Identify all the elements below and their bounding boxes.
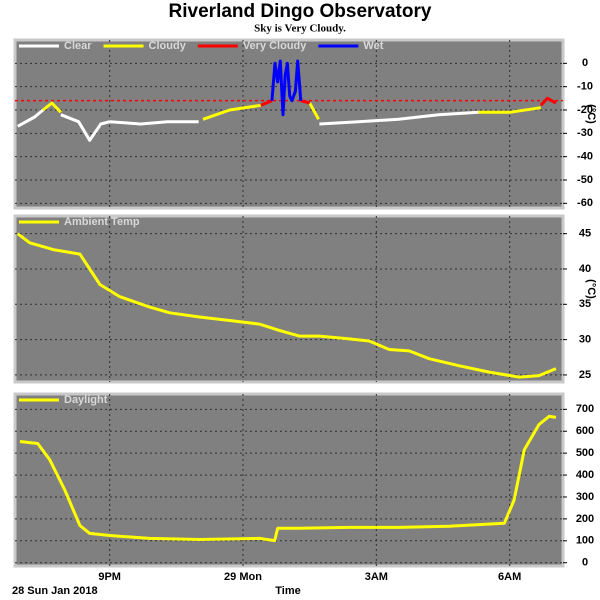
y-tick-label: 25 xyxy=(579,369,591,381)
y-tick-label: 30 xyxy=(579,334,591,346)
legend-label: Clear xyxy=(64,40,92,52)
legend-label: Ambient Temp xyxy=(64,216,140,228)
y-tick-label: 400 xyxy=(576,469,594,481)
y-tick-label: 300 xyxy=(576,491,594,503)
chart-subtitle: Sky is Very Cloudy. xyxy=(254,23,346,35)
y-tick-label: 100 xyxy=(576,535,594,547)
y-tick-label: 40 xyxy=(579,263,591,275)
x-tick-label: 9PM xyxy=(98,571,121,583)
x-tick-label: 3AM xyxy=(365,571,388,583)
date-label: 28 Sun Jan 2018 xyxy=(12,585,98,597)
y-axis-label: (°C) xyxy=(585,279,597,299)
y-tick-label: 45 xyxy=(579,228,591,240)
series-line xyxy=(270,59,303,117)
y-tick-label: -10 xyxy=(577,81,593,93)
panel xyxy=(13,392,565,568)
legend-label: Cloudy xyxy=(149,40,187,52)
x-axis-label: Time xyxy=(275,585,300,597)
x-tick-label: 29 Mon xyxy=(224,571,262,583)
y-tick-label: 500 xyxy=(576,447,594,459)
series-line xyxy=(16,108,479,142)
y-tick-label: 0 xyxy=(582,557,588,569)
series-line xyxy=(16,232,557,379)
series-line xyxy=(19,414,557,543)
chart-title: Riverland Dingo Observatory xyxy=(169,1,432,22)
y-tick-label: 200 xyxy=(576,513,594,525)
y-axis-label: (°C) xyxy=(585,104,597,124)
x-tick-label: 6AM xyxy=(498,571,521,583)
y-tick-label: 700 xyxy=(576,403,594,415)
y-tick-label: -60 xyxy=(577,197,593,209)
series-line xyxy=(42,101,542,121)
y-tick-label: 600 xyxy=(576,425,594,437)
y-tick-label: 35 xyxy=(579,298,591,310)
y-tick-label: -40 xyxy=(577,151,593,163)
y-tick-label: 0 xyxy=(582,57,588,69)
y-tick-label: -50 xyxy=(577,174,593,186)
legend-label: Very Cloudy xyxy=(243,40,307,52)
y-tick-label: -30 xyxy=(577,127,593,139)
legend-label: Daylight xyxy=(64,394,108,406)
legend-label: Wet xyxy=(363,40,383,52)
series-line xyxy=(260,96,557,107)
y-tick-label: -20 xyxy=(577,104,593,116)
panel xyxy=(13,214,565,384)
